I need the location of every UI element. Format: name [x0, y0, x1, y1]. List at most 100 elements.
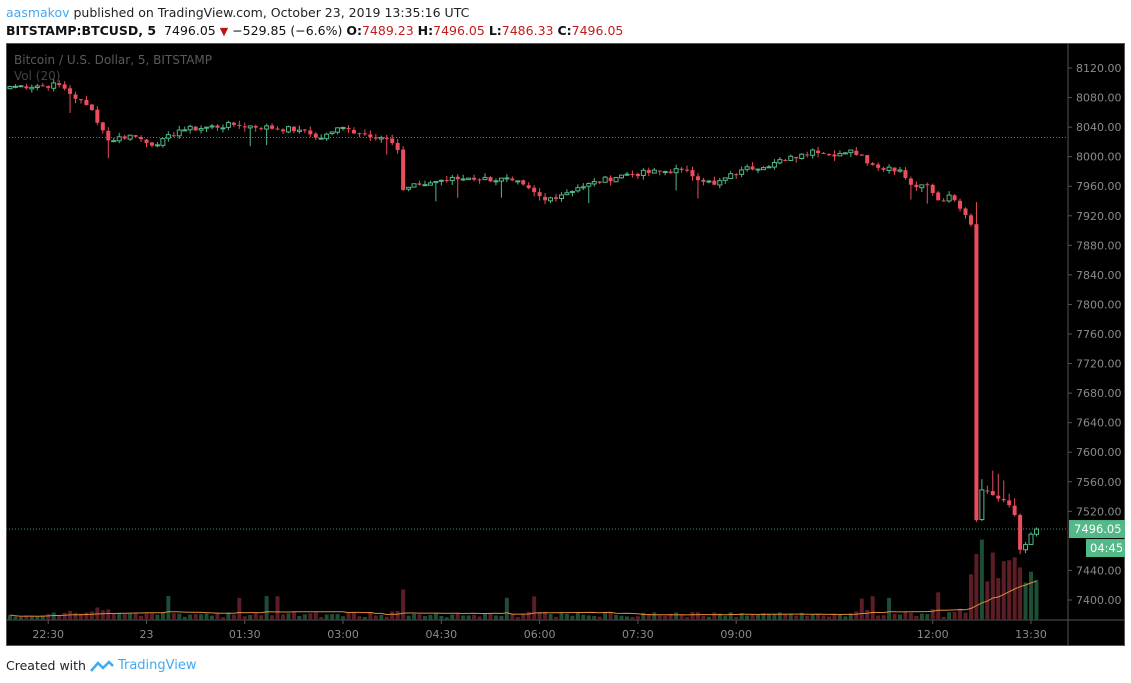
candle-body	[783, 160, 788, 162]
volume-bar	[8, 615, 12, 620]
volume-bar	[324, 614, 329, 620]
candle	[390, 134, 395, 146]
volume-bar	[1034, 579, 1039, 620]
volume-bar	[990, 552, 995, 620]
volume-bar	[750, 614, 755, 620]
volume-bar	[876, 615, 881, 620]
volume-bar	[974, 554, 979, 620]
volume-bar	[897, 614, 902, 620]
candle	[449, 174, 455, 185]
candle	[859, 154, 864, 156]
candle	[586, 182, 592, 204]
candle-body	[750, 166, 755, 170]
publish-info: published on TradingView.com, October 23…	[73, 5, 470, 20]
created-with: Created with	[6, 658, 86, 673]
candle	[712, 176, 717, 186]
candle-body	[936, 192, 941, 201]
volume-bar	[728, 612, 733, 620]
volume-bar	[78, 613, 83, 620]
countdown-badge	[1086, 539, 1125, 558]
volume-bar	[745, 615, 750, 620]
candle-body	[854, 150, 859, 155]
candle	[821, 152, 826, 154]
candle	[498, 177, 504, 198]
candle-body	[569, 190, 575, 193]
volume-bar	[461, 615, 466, 620]
volume-bar	[341, 616, 346, 620]
candle	[209, 124, 215, 130]
volume-bar	[504, 597, 509, 620]
price-tick-label: 7920.00	[1076, 210, 1122, 223]
candle	[974, 201, 979, 522]
candle	[876, 162, 881, 172]
candle	[543, 193, 548, 205]
candle	[433, 180, 439, 202]
time-tick-label: 13:30	[1015, 628, 1047, 641]
candle	[362, 129, 367, 136]
candle-body	[870, 163, 875, 165]
candle-body	[946, 194, 952, 202]
candle	[281, 128, 285, 135]
symbol-line: BITSTAMP:BTCUSD, 5 7496.05 ▼ −529.85 (−6…	[6, 23, 623, 38]
candle-body	[498, 177, 504, 182]
volume-bar	[466, 615, 471, 620]
candle	[73, 91, 78, 104]
candle	[57, 80, 62, 88]
candle-body	[493, 180, 499, 183]
candle-body	[18, 85, 24, 88]
volume-bar	[155, 614, 160, 620]
volume-label: Vol (20)	[14, 69, 60, 83]
volume-bar	[166, 595, 171, 620]
candle	[291, 125, 296, 134]
author-link[interactable]: aasmakov	[6, 5, 70, 20]
candle-body	[630, 174, 635, 176]
candle	[739, 166, 745, 178]
candle	[34, 83, 40, 91]
candle	[532, 185, 537, 197]
volume-bar	[406, 615, 411, 620]
candle-body	[1001, 499, 1006, 501]
candle	[89, 103, 94, 111]
price-tick-label: 7520.00	[1076, 505, 1122, 518]
candle-body	[734, 174, 739, 176]
candle-body	[575, 187, 581, 192]
price-chart[interactable]: 8120.00 8080.00 8040.00 8000.00 7960.00 7920.…	[6, 43, 1125, 646]
candle-body	[897, 169, 903, 172]
candle-body	[346, 128, 351, 130]
time-tick-label: 12:00	[917, 628, 949, 641]
tradingview-link[interactable]: TradingView	[117, 658, 197, 673]
candle	[996, 473, 1001, 502]
candle-body	[291, 126, 296, 132]
candle	[558, 192, 564, 202]
candle	[591, 177, 597, 187]
volume-bar	[788, 613, 793, 620]
volume-bar	[248, 615, 253, 620]
candle	[979, 479, 985, 522]
volume-bar	[510, 613, 515, 620]
candle-body	[521, 180, 526, 185]
volume-bar	[695, 612, 700, 620]
volume-bar	[253, 613, 258, 620]
volume-bar	[281, 614, 285, 620]
volume-bar	[592, 615, 597, 620]
candle	[925, 182, 930, 204]
volume-bar	[199, 614, 204, 620]
candle	[968, 213, 973, 227]
candle-body	[84, 99, 89, 105]
candle-body	[695, 176, 700, 181]
time-tick-label: 07:30	[622, 628, 654, 641]
volume-bar	[171, 613, 176, 620]
volume-bar	[887, 597, 892, 620]
down-arrow-icon: ▼	[219, 25, 229, 38]
volume-bar	[630, 616, 635, 620]
candle-body	[876, 164, 881, 168]
candle-body	[532, 187, 537, 193]
candle	[554, 194, 558, 202]
volume-bar	[68, 610, 73, 620]
candle-body	[624, 173, 630, 176]
candle	[941, 198, 946, 202]
candle-body	[908, 178, 913, 185]
candle-body	[543, 196, 548, 201]
candle-body	[253, 125, 258, 128]
candle-body	[673, 168, 679, 174]
